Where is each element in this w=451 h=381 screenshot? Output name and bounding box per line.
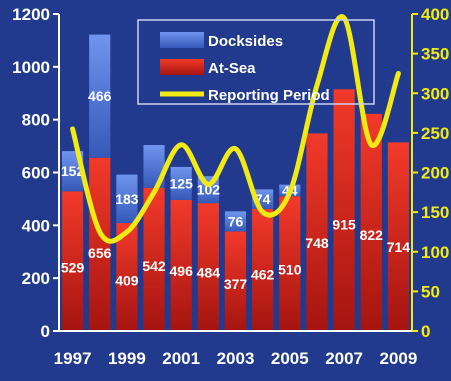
left-tick-label-1000: 1000 xyxy=(12,58,50,77)
bar-at-sea-2007 xyxy=(333,89,355,331)
x-tick-label-1997: 1997 xyxy=(54,349,92,368)
data-label-at-sea-2006: 748 xyxy=(305,235,329,251)
bar-docksides-2003 xyxy=(224,211,247,232)
right-tick-label-350: 350 xyxy=(421,45,449,64)
bars xyxy=(61,34,410,331)
right-tick-label-200: 200 xyxy=(421,164,449,183)
x-tick-label-2003: 2003 xyxy=(217,349,255,368)
bar-at-sea-2005 xyxy=(279,196,301,331)
data-label-docksides-1997: 152 xyxy=(61,163,85,179)
x-tick-label-2009: 2009 xyxy=(380,349,418,368)
right-tick-label-250: 250 xyxy=(421,124,449,143)
left-tick-label-400: 400 xyxy=(22,216,50,235)
data-label-at-sea-2002: 484 xyxy=(197,264,221,280)
bar-at-sea-2000 xyxy=(143,187,165,331)
right-tick-label-100: 100 xyxy=(421,243,449,262)
bar-at-sea-2006 xyxy=(306,133,328,331)
data-label-at-sea-2000: 542 xyxy=(142,258,166,274)
data-label-docksides-2001: 125 xyxy=(170,175,194,191)
bar-at-sea-1997 xyxy=(61,191,84,331)
bar-docksides-1999 xyxy=(116,174,138,223)
data-label-at-sea-1999: 409 xyxy=(115,273,139,289)
legend-label-docksides: Docksides xyxy=(208,33,283,50)
right-tick-label-300: 300 xyxy=(421,84,449,103)
left-tick-label-600: 600 xyxy=(22,164,50,183)
legend-box xyxy=(137,19,375,105)
bar-docksides-2001 xyxy=(170,166,192,200)
right-axis-ticks: 0 50 100 150 200 250 300 350 400 xyxy=(412,5,449,341)
data-label-docksides-1999: 183 xyxy=(115,191,139,207)
bar-at-sea-2003 xyxy=(224,231,247,331)
x-tick-label-2007: 2007 xyxy=(325,349,363,368)
bar-at-sea-1999 xyxy=(116,222,138,331)
data-label-docksides-1998: 466 xyxy=(88,88,112,104)
bar-labels: 529 152 656 466 409 183 542 496 125 484 102 377 76 46… xyxy=(61,88,410,292)
data-label-at-sea-2004: 462 xyxy=(251,267,275,283)
bar-at-sea-2009 xyxy=(387,142,410,331)
left-axis-ticks: 0 200 400 600 800 1000 1200 xyxy=(12,5,59,341)
data-label-at-sea-2003: 377 xyxy=(224,276,248,292)
x-tick-label-1999: 1999 xyxy=(108,349,146,368)
legend-swatch-docksides xyxy=(160,32,204,48)
data-label-at-sea-1998: 656 xyxy=(88,245,112,261)
bar-at-sea-1998 xyxy=(89,157,111,331)
bar-at-sea-2004 xyxy=(252,208,274,331)
right-tick-label-400: 400 xyxy=(421,5,449,24)
bar-docksides-1998 xyxy=(89,34,111,158)
data-label-docksides-2002: 102 xyxy=(197,182,221,198)
right-tick-label-0: 0 xyxy=(421,322,430,341)
right-tick-label-150: 150 xyxy=(421,203,449,222)
bar-at-sea-2001 xyxy=(170,199,192,331)
left-tick-label-0: 0 xyxy=(41,322,50,341)
bar-at-sea-2002 xyxy=(197,203,219,331)
data-label-at-sea-2008: 822 xyxy=(360,227,384,243)
data-label-at-sea-1997: 529 xyxy=(61,259,85,275)
x-tick-label-2005: 2005 xyxy=(271,349,309,368)
data-label-at-sea-2007: 915 xyxy=(332,216,356,232)
data-label-at-sea-2001: 496 xyxy=(170,263,194,279)
legend-label-reporting-period: Reporting Period xyxy=(208,87,330,104)
left-tick-label-200: 200 xyxy=(22,269,50,288)
legend-swatch-at-sea xyxy=(160,59,204,75)
right-tick-label-50: 50 xyxy=(421,282,440,301)
bar-at-sea-2008 xyxy=(360,113,382,331)
x-axis-ticks: 1997 1999 2001 2003 2005 2007 2009 xyxy=(54,349,418,368)
left-tick-label-800: 800 xyxy=(22,111,50,130)
x-tick-label-2001: 2001 xyxy=(162,349,200,368)
left-tick-label-1200: 1200 xyxy=(12,5,50,24)
data-label-at-sea-2005: 510 xyxy=(278,261,302,277)
data-label-at-sea-2009: 714 xyxy=(387,239,411,255)
data-label-docksides-2003: 76 xyxy=(228,213,244,229)
legend-label-at-sea: At-Sea xyxy=(208,60,256,77)
reporting-period-line xyxy=(70,14,401,244)
legend: Docksides At-Sea Reporting Period xyxy=(137,19,375,105)
